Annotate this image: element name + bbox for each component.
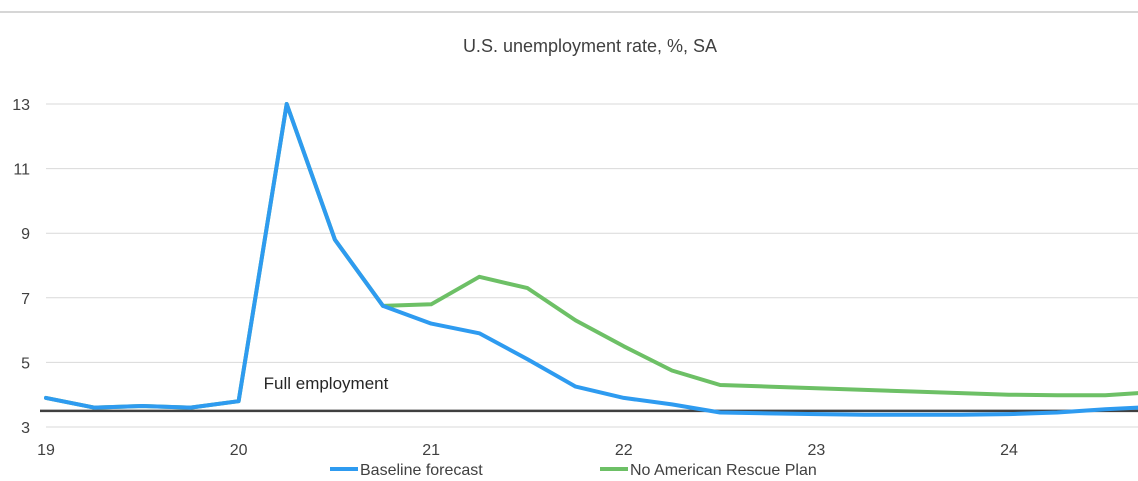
x-axis-ticks: 19 20 21 22 23 24 [37, 442, 1018, 459]
full-employment-label: Full employment [264, 374, 389, 393]
y-tick-label: 5 [21, 355, 30, 372]
x-tick-label: 24 [1000, 442, 1018, 459]
reference-line-group: Full employment [40, 374, 1138, 413]
y-tick-label: 11 [13, 162, 30, 179]
series-line-0 [44, 102, 1138, 417]
y-tick-label: 3 [21, 420, 30, 437]
x-tick-label: 21 [422, 442, 440, 459]
x-tick-label: 23 [807, 442, 825, 459]
x-tick-label: 22 [615, 442, 633, 459]
series-lines [44, 102, 1138, 417]
y-tick-label: 13 [12, 97, 30, 114]
y-axis-ticks: 3 5 7 9 11 13 [12, 97, 30, 437]
chart-title: U.S. unemployment rate, %, SA [463, 36, 717, 56]
legend-label-0: Baseline forecast [360, 462, 483, 479]
legend-label-1: No American Rescue Plan [630, 462, 817, 479]
x-tick-label: 20 [230, 442, 248, 459]
legend: Baseline forecast No American Rescue Plan [330, 462, 817, 479]
y-tick-label: 9 [21, 226, 30, 243]
y-tick-label: 7 [21, 291, 30, 308]
gridlines [46, 103, 1138, 428]
x-tick-label: 19 [37, 442, 55, 459]
